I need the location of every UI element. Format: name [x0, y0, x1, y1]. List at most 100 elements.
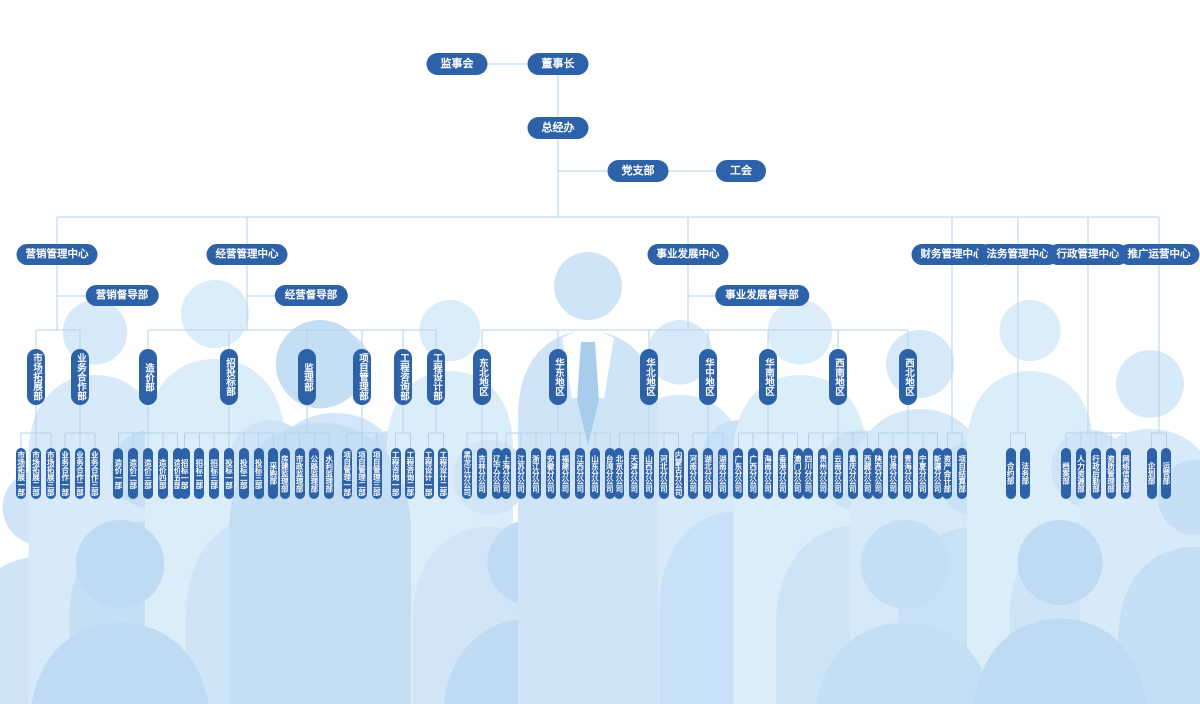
node-sub-department: 江苏分公司	[516, 448, 526, 499]
node-sub-department: 造价二部	[128, 448, 139, 499]
node-center-6: 推广运营中心	[1118, 244, 1200, 265]
node-sub-department: 宁夏分公司	[917, 448, 928, 499]
node-sub-department: 上海分公司	[501, 448, 512, 499]
node-chairman: 董事长	[527, 53, 589, 75]
node-department: 西北地区	[899, 349, 917, 405]
node-department: 业务合作部	[71, 349, 89, 405]
node-sub-department: 市场拓展三部	[45, 448, 56, 499]
node-sub-department: 山西分公司	[644, 448, 654, 499]
node-center-2: 事业发展中心	[647, 244, 729, 265]
node-sub-department: 投标二部	[238, 448, 249, 499]
node-center-0: 营销管理中心	[16, 244, 98, 265]
node-sub-department: 房建监理部	[279, 448, 290, 499]
node-sub-department: 造价一部	[113, 448, 124, 499]
node-sub-department: 工程咨询二部	[405, 448, 416, 499]
node-sub-department: 新疆分公司	[932, 448, 943, 499]
node-sub-department: 黑龙江分公司	[462, 448, 473, 499]
node-sub-department: 山东分公司	[590, 448, 600, 499]
node-sub-department: 河北分公司	[658, 448, 669, 499]
node-sub-department: 项目结算部	[957, 448, 968, 499]
node-sub-department: 内蒙古分公司	[673, 448, 684, 499]
node-center-4: 法务管理中心	[977, 244, 1059, 265]
node-department: 华北地区	[640, 349, 658, 405]
node-department: 华东地区	[549, 349, 567, 405]
node-department: 华南地区	[759, 349, 777, 405]
node-sub-department: 西藏分公司	[862, 448, 873, 499]
node-sub-department: 造价三部	[143, 448, 153, 499]
node-sub-department: 北京分公司	[614, 448, 625, 499]
node-sub-department: 项目管理二部	[357, 448, 367, 499]
node-sub-department: 湖北分公司	[703, 448, 713, 499]
node-sub-department: 采购部	[268, 448, 279, 499]
node-department: 西南地区	[829, 349, 847, 405]
node-sub-department: 合约部	[1005, 448, 1016, 499]
node-sub-department: 项目管理三部	[371, 448, 382, 499]
node-sub-department: 公路监理部	[309, 448, 320, 499]
node-sub-department: 网络信息部	[1121, 448, 1131, 499]
node-sub-department: 资产会计部	[942, 448, 953, 499]
node-sub-department: 四川分公司	[803, 448, 814, 499]
node-sub-department: 贵州分公司	[818, 448, 829, 499]
node-sub-department: 台湾分公司	[604, 448, 615, 499]
node-center-1: 经营管理中心	[206, 244, 288, 265]
node-sub-department: 广西分公司	[748, 448, 759, 499]
node-sub-department: 云南分公司	[833, 448, 843, 499]
node-department: 华中地区	[699, 349, 717, 405]
node-sub-department: 陕西分公司	[873, 448, 884, 499]
node-sub-department: 河南分公司	[688, 448, 699, 499]
node-sub-department: 澳门分公司	[792, 448, 803, 499]
central-figure-tie	[577, 342, 599, 445]
node-department: 市场拓展部	[27, 349, 45, 405]
node-sub-department: 青海分公司	[903, 448, 913, 499]
node-department: 东北地区	[473, 349, 491, 405]
node-center-5: 行政管理中心	[1047, 244, 1129, 265]
node-department: 项目管理部	[353, 349, 371, 405]
node-sub-department: 吉林分公司	[477, 448, 487, 499]
node-department: 监理部	[298, 349, 316, 405]
node-sub-department: 香港分公司	[777, 448, 788, 499]
node-supervisor: 营销督导部	[85, 285, 159, 306]
node-center-3: 财务管理中心	[911, 244, 993, 265]
node-sub-department: 辽宁分公司	[491, 448, 502, 499]
node-sub-department: 市政监理部	[294, 448, 305, 499]
node-sub-department: 市场拓展一部	[16, 448, 27, 499]
node-sub-department: 业务合作一部	[60, 448, 71, 499]
node-party-branch: 党支部	[607, 160, 669, 182]
node-sub-department: 企划部	[1146, 448, 1157, 499]
node-sub-department: 投标三部	[253, 448, 264, 499]
node-supervisor: 经营督导部	[274, 285, 348, 306]
node-sub-department: 浙江分公司	[530, 448, 541, 499]
node-sub-department: 行政后勤部	[1091, 448, 1101, 499]
node-sub-department: 招标二部	[194, 448, 205, 499]
node-sub-department: 资质管理部	[1106, 448, 1116, 499]
node-sub-department: 投标一部	[224, 448, 234, 499]
node-sub-department: 业务合作二部	[75, 448, 85, 499]
node-sub-department: 工程咨询一部	[390, 448, 401, 499]
node-sub-department: 法务部	[1020, 448, 1031, 499]
node-sub-department: 江西分公司	[575, 448, 586, 499]
node-sub-department: 业务合作三部	[89, 448, 100, 499]
node-labor-union: 工会	[716, 160, 766, 182]
node-supervisory-board: 监事会	[426, 53, 488, 75]
node-sub-department: 造价四部	[157, 448, 168, 499]
node-sub-department: 海南分公司	[763, 448, 773, 499]
node-sub-department: 甘肃分公司	[888, 448, 899, 499]
node-sub-department: 造价五部	[172, 448, 183, 499]
node-department: 工程设计部	[427, 349, 445, 405]
node-sub-department: 市场拓展二部	[31, 448, 41, 499]
node-sub-department: 人力资源部	[1076, 448, 1086, 499]
node-sub-department: 招标三部	[209, 448, 220, 499]
node-sub-department: 福建分公司	[560, 448, 571, 499]
node-sub-department: 重庆分公司	[847, 448, 858, 499]
silhouette-group	[0, 252, 1200, 704]
node-sub-department: 工程设计二部	[438, 448, 449, 499]
node-department: 招投标部	[220, 349, 238, 405]
node-sub-department: 工程设计一部	[423, 448, 434, 499]
node-sub-department: 湖南分公司	[717, 448, 728, 499]
node-sub-department: 项目管理一部	[342, 448, 353, 499]
node-sub-department: 招标一部	[179, 448, 190, 499]
